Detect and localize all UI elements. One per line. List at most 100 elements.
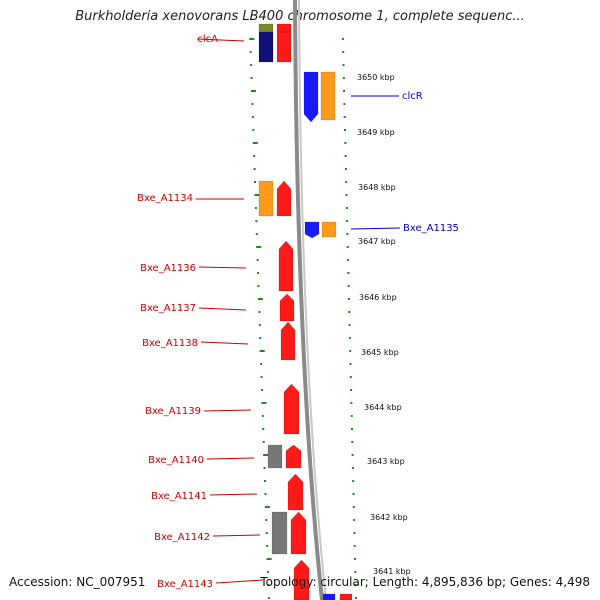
gene-label: clcR — [402, 91, 423, 102]
kbp-tick-label: 3649 kbp — [357, 128, 395, 137]
track-dot — [348, 324, 351, 326]
track-dot — [354, 597, 357, 599]
kbp-tick-label: 3645 kbp — [361, 348, 399, 357]
track-dot — [344, 142, 347, 144]
track-dot — [265, 532, 268, 534]
gene-label: clcA — [197, 34, 218, 45]
track-dot — [257, 285, 260, 287]
gene-feature-red — [276, 180, 292, 217]
track-dot — [347, 285, 350, 287]
gene-label: Bxe_A1134 — [137, 193, 193, 204]
track-dot — [254, 194, 260, 196]
track-dot — [253, 155, 256, 157]
topology-info: Topology: circular; Length: 4,895,836 bp… — [260, 575, 590, 589]
track-dot — [349, 350, 352, 352]
track-dot — [254, 207, 257, 209]
track-dot — [266, 545, 269, 547]
track-dot — [342, 77, 345, 79]
kbp-tick-label: 3644 kbp — [364, 403, 402, 412]
left-dotted-track — [249, 38, 272, 599]
leader-line — [200, 341, 249, 345]
track-dot — [266, 558, 272, 560]
track-dot — [256, 246, 262, 248]
gene-feature-red — [276, 31, 292, 63]
leader-line — [215, 579, 264, 584]
track-dot — [267, 584, 270, 586]
leader-line — [212, 534, 261, 537]
track-dot — [347, 259, 350, 261]
gene-feature-Bxe_A1138 — [280, 321, 296, 361]
kbp-tick-label: 3646 kbp — [359, 293, 397, 302]
track-dot — [251, 90, 256, 92]
track-dot — [255, 220, 258, 222]
leader-line — [198, 307, 247, 311]
gene-feature-Bxe_A1141 — [287, 473, 304, 511]
track-dot — [354, 584, 357, 586]
track-dot — [252, 129, 255, 131]
leader-line — [203, 409, 252, 412]
track-dot — [253, 168, 256, 170]
track-dot — [345, 194, 348, 196]
track-dot — [250, 64, 253, 66]
track-dot — [259, 337, 262, 339]
leader-line — [209, 493, 258, 496]
track-dot — [350, 428, 353, 430]
leader-line — [198, 266, 247, 269]
track-dot — [263, 467, 266, 469]
track-dot — [264, 493, 267, 495]
gene-label: Bxe_A1136 — [140, 263, 196, 274]
gene-feature-Bxe_A1143 — [293, 559, 310, 600]
track-dot — [354, 558, 357, 560]
track-dot — [265, 519, 268, 521]
track-dot — [344, 155, 347, 157]
track-dot — [350, 415, 353, 417]
label-leader-lines — [196, 38, 401, 584]
gene-feature-Bxe_A1134 — [258, 180, 274, 217]
track-dot — [346, 246, 349, 248]
track-dot — [349, 363, 352, 365]
leader-line — [350, 227, 401, 230]
track-dot — [262, 428, 265, 430]
gene-labels: clcA Bxe_A1134 Bxe_A1136 Bxe_A1137 Bxe_A1138… — [137, 34, 459, 590]
track-dot — [251, 116, 254, 118]
track-dot — [260, 363, 263, 365]
track-dot — [351, 467, 354, 469]
backbone-shadow — [298, 0, 327, 600]
track-dot — [345, 207, 348, 209]
track-dot — [349, 376, 352, 378]
track-dot — [261, 415, 264, 417]
track-dot — [262, 441, 265, 443]
gene-feature-Bxe_A1142 — [271, 511, 288, 555]
track-dot — [350, 402, 353, 404]
track-dot — [348, 337, 351, 339]
kbp-tick-label: 3648 kbp — [358, 183, 396, 192]
track-dot — [264, 480, 266, 482]
accession-info: Accession: NC_007951 — [9, 575, 146, 589]
gene-strip-top — [258, 23, 274, 33]
track-dot — [249, 38, 255, 40]
track-dot — [341, 38, 344, 40]
track-dot — [348, 311, 351, 313]
gene-feature-Bxe_A1137 — [279, 293, 295, 322]
track-dot — [352, 480, 355, 482]
track-dot — [255, 233, 258, 235]
track-dot — [351, 441, 354, 443]
kbp-tick-label: 3642 kbp — [370, 513, 408, 522]
gene-label: Bxe_A1138 — [142, 338, 198, 349]
track-dot — [351, 454, 354, 456]
track-dot — [343, 90, 346, 92]
track-dot — [352, 493, 355, 495]
kbp-tick-label: 3650 kbp — [357, 73, 395, 82]
gene-feature-red — [285, 444, 302, 469]
track-dot — [346, 220, 349, 222]
track-dot — [256, 259, 259, 261]
gene-feature-partial — [339, 593, 353, 600]
track-dot — [343, 103, 346, 105]
track-dot — [342, 51, 345, 53]
gene-feature-clcR — [303, 71, 319, 123]
track-dot — [353, 532, 356, 534]
track-dot — [345, 181, 348, 183]
leader-line — [196, 38, 245, 42]
gene-label: Bxe_A1140 — [148, 455, 204, 466]
